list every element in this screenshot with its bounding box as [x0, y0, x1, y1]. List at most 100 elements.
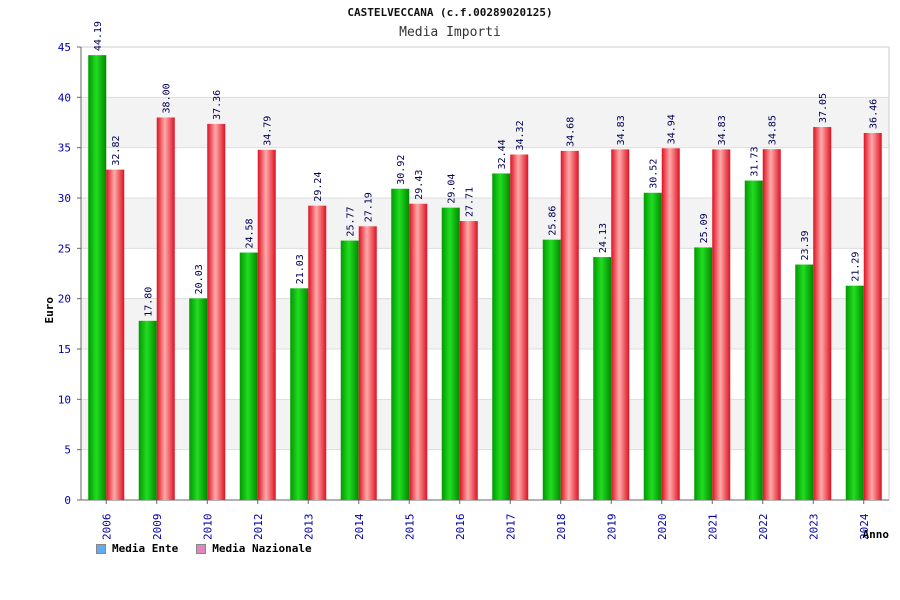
data-label-nazionale: 34.32	[515, 120, 526, 150]
legend-label-ente: Media Ente	[112, 542, 179, 555]
bar-media-ente	[239, 252, 258, 500]
y-tick-label: 40	[58, 91, 71, 104]
bar-media-ente	[492, 173, 511, 501]
x-tick-label: 2023	[807, 514, 820, 541]
x-tick-label: 2014	[353, 513, 366, 540]
data-label-ente: 25.77	[346, 206, 357, 236]
data-label-ente: 21.03	[295, 254, 306, 284]
data-label-nazionale: 32.82	[111, 136, 122, 166]
data-label-ente: 32.44	[497, 139, 508, 169]
legend-swatch-ente	[96, 543, 106, 554]
data-label-nazionale: 27.71	[465, 187, 476, 217]
y-tick-label: 45	[58, 41, 71, 54]
x-tick-label: 2010	[201, 514, 214, 541]
y-tick-label: 10	[58, 393, 71, 406]
data-label-ente: 17.80	[144, 287, 155, 317]
chart-subtitle: Media Importi	[399, 25, 501, 40]
data-label-nazionale: 34.83	[616, 115, 627, 145]
x-tick-label: 2020	[656, 514, 669, 541]
bar-media-nazionale	[762, 149, 781, 500]
data-label-ente: 24.58	[245, 218, 256, 248]
bar-media-ente	[391, 188, 410, 501]
y-tick-label: 30	[58, 192, 71, 205]
y-tick-label: 35	[58, 142, 71, 155]
data-label-ente: 44.19	[93, 21, 104, 51]
bar-media-ente	[744, 180, 763, 501]
bar-media-nazionale	[661, 148, 680, 500]
data-label-ente: 20.03	[194, 264, 205, 294]
bar-media-nazionale	[207, 123, 226, 500]
bar-media-nazionale	[358, 226, 377, 500]
data-label-ente: 21.29	[851, 252, 862, 282]
y-axis-title: Euro	[43, 297, 56, 324]
bar-media-nazionale	[863, 132, 882, 500]
y-tick-label: 0	[64, 494, 71, 507]
bar-media-ente	[643, 192, 662, 501]
data-label-nazionale: 36.46	[869, 99, 880, 129]
bar-media-ente	[88, 55, 107, 501]
legend: Media Ente Media Nazionale	[96, 542, 312, 555]
x-tick-label: 2013	[302, 514, 315, 541]
x-tick-label: 2016	[454, 514, 467, 541]
y-tick-label: 15	[58, 343, 71, 356]
x-tick-label: 2022	[757, 514, 770, 541]
x-axis-title: Anno	[863, 528, 890, 541]
x-tick-label: 2019	[605, 514, 618, 541]
bar-media-nazionale	[459, 221, 478, 500]
data-label-nazionale: 34.68	[566, 117, 577, 147]
legend-label-nazionale: Media Nazionale	[212, 542, 312, 555]
y-tick-label: 25	[58, 242, 71, 255]
bar-media-nazionale	[560, 150, 579, 500]
bar-media-nazionale	[106, 169, 125, 500]
data-label-ente: 30.52	[649, 159, 660, 189]
data-label-ente: 31.73	[750, 146, 761, 176]
data-label-nazionale: 38.00	[162, 83, 173, 113]
data-label-ente: 25.09	[699, 213, 710, 243]
data-label-ente: 25.86	[548, 206, 559, 236]
x-tick-label: 2024	[858, 513, 871, 540]
bar-media-ente	[290, 288, 309, 500]
bar-media-ente	[340, 240, 359, 500]
data-label-nazionale: 37.36	[212, 90, 223, 120]
bar-media-nazionale	[813, 127, 832, 500]
x-tick-label: 2012	[252, 514, 265, 541]
bar-media-ente	[795, 264, 814, 500]
data-label-nazionale: 29.43	[414, 170, 425, 200]
bar-media-nazionale	[611, 149, 630, 501]
data-label-nazionale: 27.19	[364, 192, 375, 222]
x-tick-label: 2015	[403, 514, 416, 541]
bar-media-ente	[138, 320, 157, 500]
bar-media-ente	[593, 257, 612, 500]
bar-media-nazionale	[510, 154, 529, 500]
legend-item-ente: Media Ente	[96, 542, 178, 555]
bar-media-nazionale	[712, 149, 731, 501]
data-label-nazionale: 37.05	[818, 93, 829, 123]
bar-media-nazionale	[257, 149, 276, 500]
x-tick-label: 2009	[151, 514, 164, 541]
data-label-ente: 23.39	[800, 230, 811, 260]
y-tick-label: 20	[58, 293, 71, 306]
legend-swatch-nazionale	[196, 543, 207, 554]
bar-media-ente	[441, 207, 460, 500]
bar-media-nazionale	[308, 205, 327, 500]
data-label-nazionale: 34.83	[717, 115, 728, 145]
data-label-ente: 29.04	[447, 174, 458, 204]
chart-title: CASTELVECCANA (c.f.00289020125)	[347, 6, 553, 19]
bar-media-ente	[542, 239, 561, 500]
data-label-ente: 24.13	[598, 223, 609, 253]
x-tick-label: 2006	[100, 514, 113, 541]
bar-media-ente	[845, 285, 864, 500]
x-tick-label: 2021	[706, 514, 719, 541]
data-label-nazionale: 29.24	[313, 172, 324, 202]
legend-item-nazionale: Media Nazionale	[196, 542, 312, 555]
bar-media-ente	[694, 247, 713, 500]
data-label-nazionale: 34.79	[263, 116, 274, 146]
y-tick-label: 5	[64, 444, 71, 457]
bar-media-nazionale	[156, 117, 175, 500]
data-label-ente: 30.92	[396, 155, 407, 185]
x-tick-label: 2018	[555, 514, 568, 541]
x-tick-label: 2017	[504, 514, 517, 541]
bar-media-nazionale	[409, 203, 428, 500]
bar-media-ente	[189, 298, 208, 500]
